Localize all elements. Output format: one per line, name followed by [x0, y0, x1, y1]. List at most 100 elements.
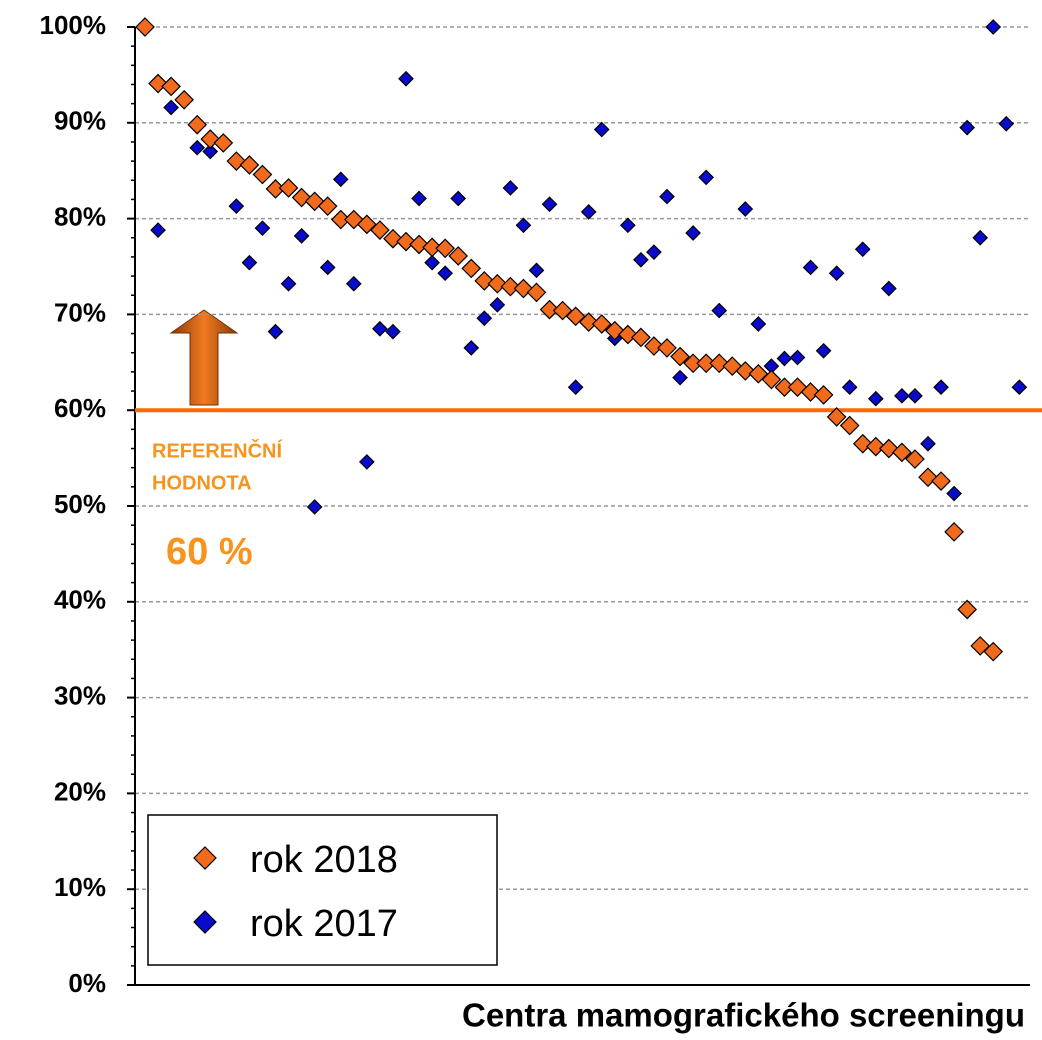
point [881, 280, 897, 297]
point [761, 369, 782, 390]
point [933, 379, 949, 396]
point [174, 89, 194, 110]
point [502, 180, 519, 196]
x-axis-label: Centra mamografického screeningu [462, 997, 1025, 1034]
point [905, 449, 925, 469]
point [644, 336, 664, 356]
point [646, 244, 662, 260]
point [920, 435, 936, 452]
point [737, 201, 754, 217]
point [476, 310, 493, 327]
point [578, 312, 599, 332]
legend-marker [193, 846, 217, 870]
point [189, 139, 206, 156]
y-tick-label: 70% [54, 297, 106, 327]
point [526, 282, 547, 303]
point [332, 171, 349, 188]
y-tick-label: 80% [54, 201, 106, 231]
point [618, 324, 638, 345]
point [946, 485, 962, 502]
point [1011, 379, 1028, 396]
point [487, 273, 508, 294]
legend-label: rok 2017 [250, 903, 398, 945]
point [515, 217, 532, 234]
point [802, 259, 819, 276]
point [841, 379, 858, 396]
point [957, 599, 977, 620]
point [711, 302, 728, 319]
y-tick-label: 20% [54, 776, 106, 806]
point [161, 76, 181, 97]
point [826, 407, 847, 427]
point [345, 275, 362, 292]
point [567, 379, 584, 396]
y-tick-label: 30% [54, 680, 106, 710]
point [591, 314, 612, 334]
point [500, 276, 521, 297]
point [580, 204, 597, 220]
point [774, 377, 795, 398]
legend-marker [193, 910, 217, 934]
point [867, 390, 884, 407]
point [985, 19, 1002, 35]
point [709, 353, 730, 374]
point [267, 323, 284, 340]
point [239, 155, 260, 175]
point [422, 237, 442, 258]
point [670, 346, 690, 367]
point [489, 296, 506, 313]
point [541, 196, 558, 213]
point [359, 454, 375, 470]
point [854, 241, 871, 258]
point [463, 340, 480, 356]
point [631, 327, 651, 348]
point [828, 265, 845, 282]
point [228, 198, 245, 214]
point [424, 254, 440, 271]
point [683, 353, 703, 374]
y-tick-label: 0% [68, 968, 106, 998]
point [907, 387, 923, 404]
point [474, 271, 495, 291]
point [437, 265, 453, 282]
point [461, 258, 482, 279]
point [931, 471, 951, 491]
point [396, 231, 416, 252]
legend-label: rok 2018 [250, 839, 398, 881]
point [241, 254, 258, 271]
y-tick-label: 60% [54, 393, 106, 423]
annotation: 60 % [166, 531, 253, 573]
y-tick-label: 40% [54, 585, 106, 615]
point [372, 320, 388, 337]
point [813, 385, 834, 405]
point [972, 229, 989, 246]
point [593, 121, 610, 138]
point [148, 73, 168, 94]
point [213, 133, 234, 153]
point [698, 169, 714, 186]
point [409, 234, 429, 255]
point [852, 433, 873, 454]
point [894, 387, 910, 404]
point [280, 275, 297, 292]
point [150, 222, 166, 238]
point [448, 246, 469, 266]
point [385, 323, 401, 340]
point [735, 361, 756, 381]
point [163, 99, 179, 116]
point [789, 349, 806, 366]
point [187, 114, 208, 135]
point [892, 442, 912, 463]
point [370, 220, 390, 240]
point [398, 70, 414, 87]
point [839, 415, 860, 436]
point [539, 299, 560, 320]
arrow [169, 309, 239, 406]
y-tick-label: 50% [54, 489, 106, 519]
point [254, 220, 271, 237]
legend-box [147, 814, 498, 966]
point [411, 190, 427, 207]
point [293, 227, 310, 244]
point [659, 188, 675, 205]
